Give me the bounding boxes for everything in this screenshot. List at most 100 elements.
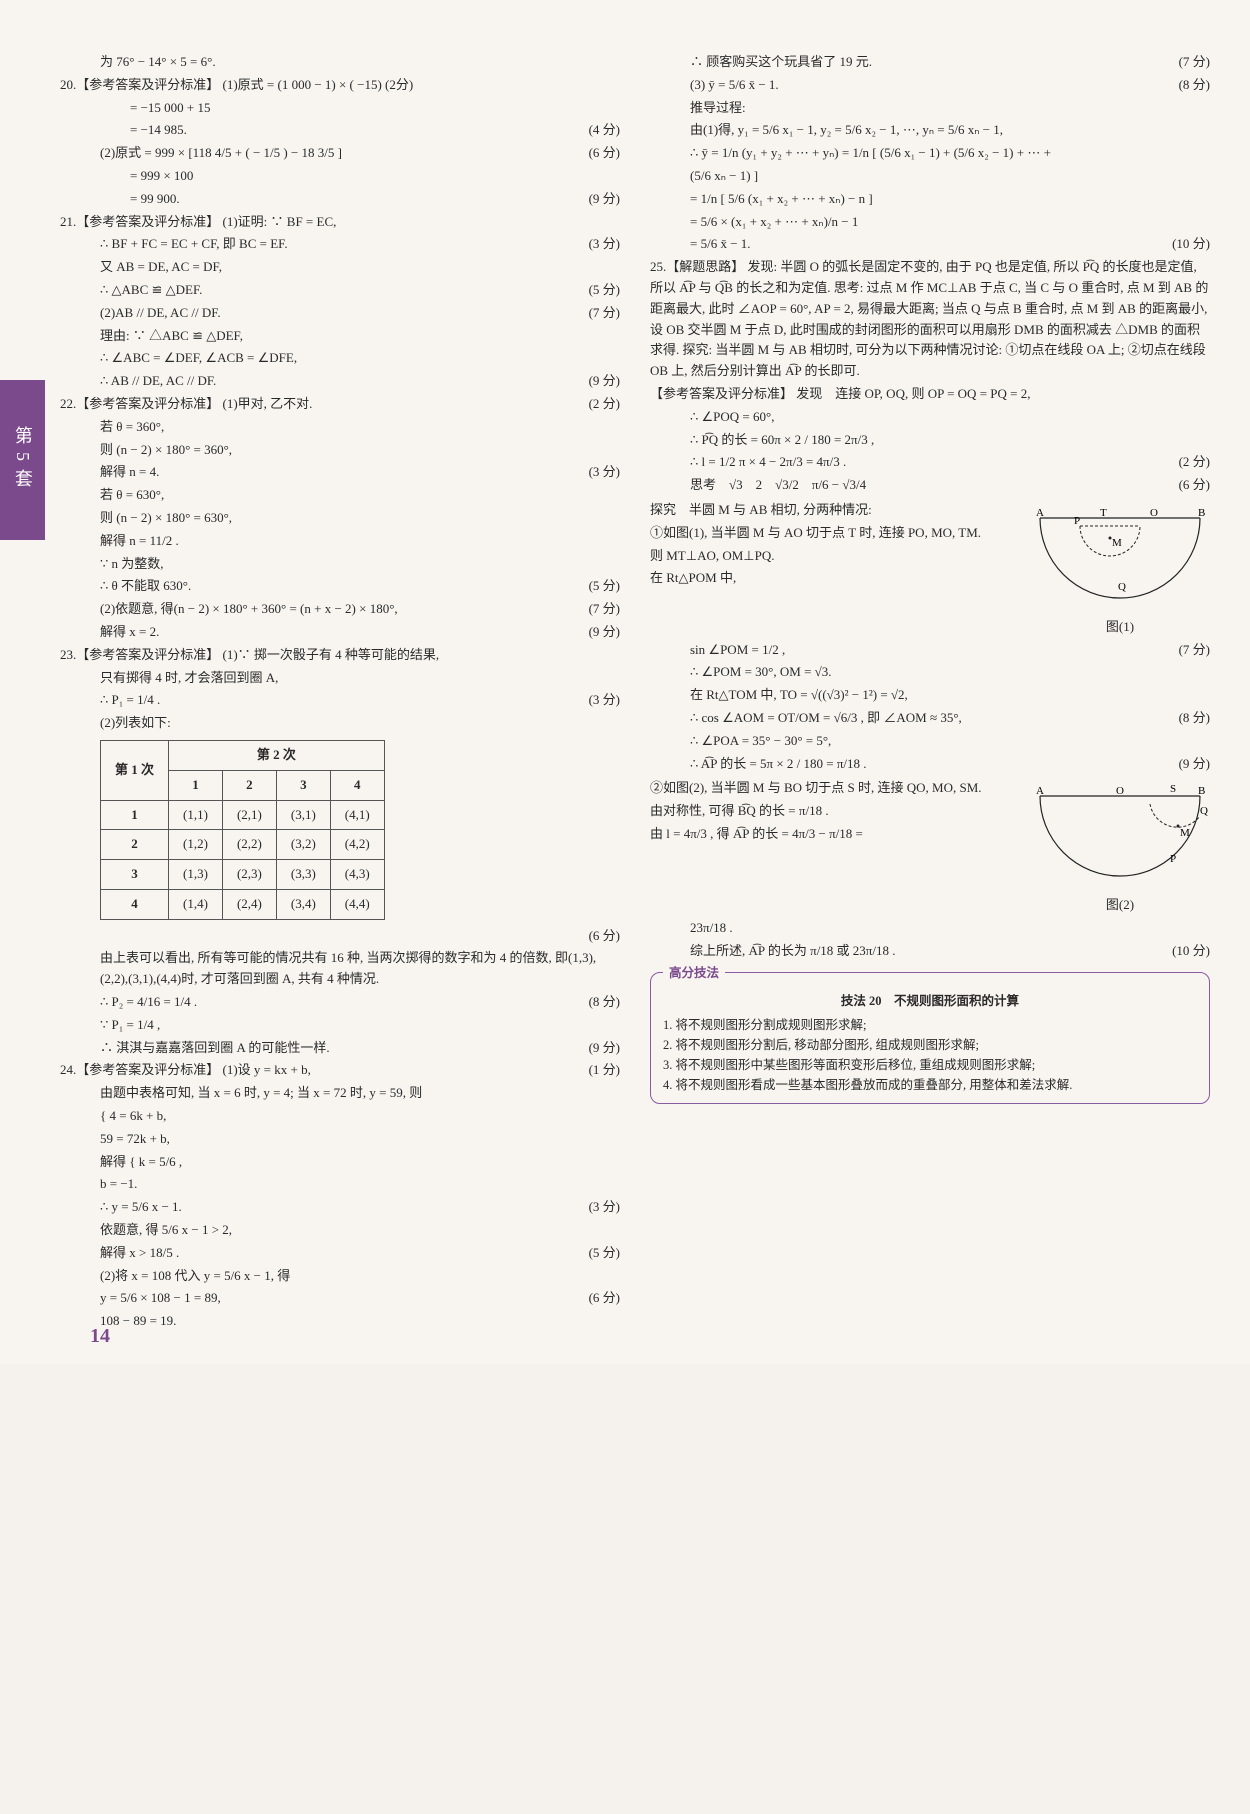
score: (3 分) <box>589 234 620 255</box>
score: (9 分) <box>589 371 620 392</box>
table-col-head: 3 <box>276 770 330 800</box>
text: ∴ P₁ = 1/4 . <box>100 690 581 711</box>
figure-1: A B P T O M Q 图(1) <box>1030 498 1210 638</box>
table-cell: (1,3) <box>169 860 223 890</box>
tip-item: 3. 将不规则图形中某些图形等面积变形后移位, 重组成规则图形求解; <box>663 1055 1197 1075</box>
text: = 99 900. <box>130 189 581 210</box>
table-cell: (2,2) <box>222 830 276 860</box>
text: (2)原式 = 999 × [118 4/5 + ( − 1/5 ) − 18 … <box>100 143 581 164</box>
score: (1 分) <box>589 1060 620 1081</box>
text: 只有掷得 4 时, 才会落回到圈 A, <box>100 668 620 689</box>
svg-text:Q: Q <box>1200 805 1208 817</box>
text: 在 Rt△POM 中, <box>650 568 1022 589</box>
text: 则 MT⊥AO, OM⊥PQ. <box>650 546 1022 567</box>
text: (5/6 xₙ − 1) ] <box>690 166 1210 187</box>
text: ∴ ∠POA = 35° − 30° = 5°, <box>690 731 1210 752</box>
table-cell: (1,1) <box>169 800 223 830</box>
score: (8 分) <box>1179 75 1210 96</box>
text: 由(1)得, y₁ = 5/6 x₁ − 1, y₂ = 5/6 x₂ − 1,… <box>690 120 1210 141</box>
text: 则 (n − 2) × 180° = 360°, <box>100 440 620 461</box>
text: ∴ BF + FC = EC + CF, 即 BC = EF. <box>100 234 581 255</box>
text: 解得 x > 18/5 . <box>100 1243 581 1264</box>
row-head: 第 1 次 <box>101 740 169 800</box>
text: 解得 { k = 5/6 , <box>100 1152 620 1173</box>
page: 第5套 为 76° − 14° × 5 = 6°. 20.【参考答案及评分标准】… <box>0 0 1250 1364</box>
score: (5 分) <box>589 1243 620 1264</box>
svg-text:B: B <box>1198 507 1205 519</box>
text: sin ∠POM = 1/2 , <box>690 640 1171 661</box>
svg-text:A: A <box>1036 507 1044 519</box>
score: (7 分) <box>1179 52 1210 73</box>
score: (7 分) <box>1179 640 1210 661</box>
text: 则 (n − 2) × 180° = 630°, <box>100 508 620 529</box>
table-cell: (4,2) <box>330 830 384 860</box>
text: ∴ △ABC ≌ △DEF. <box>100 280 581 301</box>
tip-title: 技法 20 不规则图形面积的计算 <box>663 991 1197 1011</box>
table-cell: (4,3) <box>330 860 384 890</box>
table-cell: (3,1) <box>276 800 330 830</box>
text: ∴ ȳ = 1/n (y₁ + y₂ + ⋯ + yₙ) = 1/n [ (5/… <box>690 143 1210 164</box>
text: 解得 x = 2. <box>100 622 581 643</box>
q22-head: 22.【参考答案及评分标准】 (1)甲对, 乙不对. <box>60 394 581 415</box>
text: 108 − 89 = 19. <box>100 1311 620 1332</box>
text: 由 l = 4π/3 , 得 A͡P 的长 = 4π/3 − π/18 = <box>650 824 1022 845</box>
table-cell: 1 <box>101 800 169 830</box>
text: ∴ l = 1/2 π × 4 − 2π/3 = 4π/3 . <box>690 452 1171 473</box>
text: (2)AB // DE, AC // DF. <box>100 303 581 324</box>
text: ∴ ∠POM = 30°, OM = √3. <box>690 662 1210 683</box>
text: 依题意, 得 5/6 x − 1 > 2, <box>100 1220 620 1241</box>
tip-item: 2. 将不规则图形分割后, 移动部分图形, 组成规则图形求解; <box>663 1035 1197 1055</box>
score: (2 分) <box>1179 452 1210 473</box>
svg-text:M: M <box>1112 537 1122 549</box>
text: ∴ 顾客购买这个玩具省了 19 元. <box>690 52 1171 73</box>
score: (8 分) <box>589 992 620 1013</box>
svg-text:P: P <box>1074 515 1080 527</box>
page-number: 14 <box>90 1320 110 1352</box>
score: (7 分) <box>589 303 620 324</box>
table-cell: (3,4) <box>276 889 330 919</box>
svg-text:B: B <box>1198 785 1205 797</box>
text: ∵ P₁ = 1/4 , <box>100 1015 620 1036</box>
text: 由题中表格可知, 当 x = 6 时, y = 4; 当 x = 72 时, y… <box>100 1083 620 1104</box>
svg-text:O: O <box>1150 507 1158 519</box>
svg-text:Q: Q <box>1118 581 1126 593</box>
text: 思考 √3 2 √3/2 π/6 − √3/4 <box>690 475 1171 496</box>
text: y = 5/6 × 108 − 1 = 89, <box>100 1288 581 1309</box>
dice-table: 第 1 次 第 2 次 1234 1(1,1)(2,1)(3,1)(4,1)2(… <box>100 740 385 920</box>
svg-text:P: P <box>1170 853 1176 865</box>
score: (3 分) <box>589 1197 620 1218</box>
table-row: 3(1,3)(2,3)(3,3)(4,3) <box>101 860 385 890</box>
text: (3) ȳ = 5/6 x̄ − 1. <box>690 75 1171 96</box>
text: ∴ ∠POQ = 60°, <box>690 407 1210 428</box>
score: (6 分) <box>589 926 620 947</box>
tip-item: 4. 将不规则图形看成一些基本图形叠放而成的重叠部分, 用整体和差法求解. <box>663 1075 1197 1095</box>
table-cell: (2,3) <box>222 860 276 890</box>
text: (2)依题意, 得(n − 2) × 180° + 360° = (n + x … <box>100 599 581 620</box>
score: (3 分) <box>589 462 620 483</box>
text: = −14 985. <box>130 120 581 141</box>
text: 综上所述, A͡P 的长为 π/18 或 23π/18 . <box>690 941 1164 962</box>
score: (6 分) <box>589 143 620 164</box>
table-col-head: 2 <box>222 770 276 800</box>
text: = −15 000 + 15 <box>130 98 620 119</box>
table-cell: (1,4) <box>169 889 223 919</box>
text: ②如图(2), 当半圆 M 与 BO 切于点 S 时, 连接 QO, MO, S… <box>650 778 1022 799</box>
svg-text:M: M <box>1180 827 1190 839</box>
text: = 1/n [ 5/6 (x₁ + x₂ + ⋯ + xₙ) − n ] <box>690 189 1210 210</box>
figure-2: A B O S Q M P 图(2) <box>1030 776 1210 916</box>
text: b = −1. <box>100 1174 620 1195</box>
score: (5 分) <box>589 576 620 597</box>
score: (9 分) <box>589 1038 620 1059</box>
left-column: 为 76° − 14° × 5 = 6°. 20.【参考答案及评分标准】 (1)… <box>60 50 620 1334</box>
score: (7 分) <box>589 599 620 620</box>
q20-head: 20.【参考答案及评分标准】 (1)原式 = (1 000 − 1) × ( −… <box>60 75 620 96</box>
table-row: 1(1,1)(2,1)(3,1)(4,1) <box>101 800 385 830</box>
score: (10 分) <box>1172 941 1210 962</box>
score: (6 分) <box>1179 475 1210 496</box>
text: ∴ AB // DE, AC // DF. <box>100 371 581 392</box>
q24-head: 24.【参考答案及评分标准】 (1)设 y = kx + b, <box>60 1060 581 1081</box>
text: 59 = 72k + b, <box>100 1129 620 1150</box>
text: 由上表可以看出, 所有等可能的情况共有 16 种, 当两次掷得的数字和为 4 的… <box>100 948 620 990</box>
table-cell: 3 <box>101 860 169 890</box>
score: (5 分) <box>589 280 620 301</box>
